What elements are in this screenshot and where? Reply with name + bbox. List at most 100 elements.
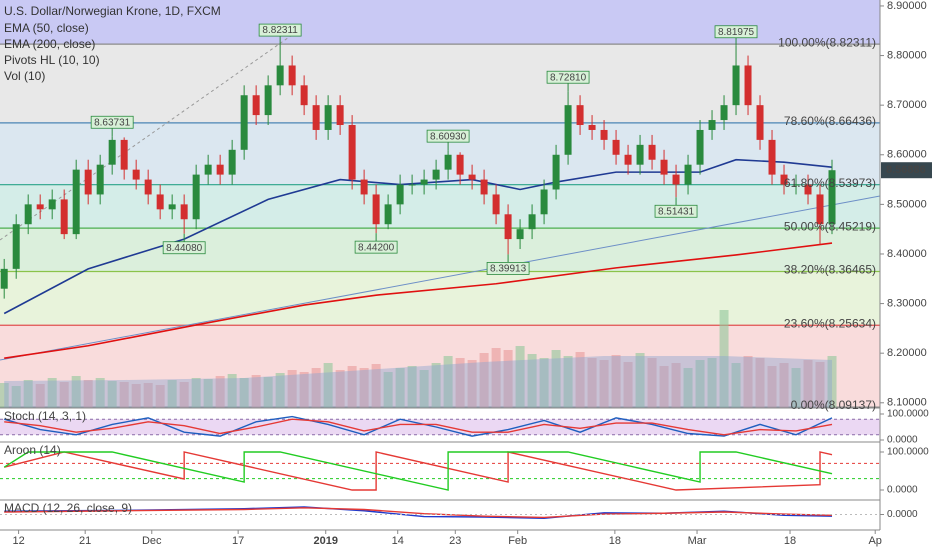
pane-title: MACD (12, 26, close, 9) bbox=[4, 501, 132, 515]
volume-bar bbox=[707, 358, 717, 408]
candle-body bbox=[804, 184, 812, 195]
volume-bar bbox=[83, 380, 93, 408]
pivot-box bbox=[258, 23, 302, 37]
candle-body bbox=[672, 174, 680, 185]
level-band bbox=[0, 419, 880, 435]
candle-body bbox=[396, 184, 404, 205]
y-tick-label: 8.20000 bbox=[887, 347, 927, 359]
volume-bar bbox=[539, 358, 549, 408]
volume-bar bbox=[191, 378, 201, 408]
x-tick-label: 21 bbox=[79, 535, 91, 547]
volume-bar bbox=[23, 380, 33, 408]
study-label: Pivots HL (10, 10) bbox=[4, 53, 100, 67]
candle-body bbox=[372, 194, 380, 225]
candle-body bbox=[12, 224, 20, 269]
study-label: EMA (200, close) bbox=[4, 37, 95, 51]
pivot-box bbox=[426, 129, 470, 143]
last-price-box bbox=[881, 162, 932, 179]
volume-bar bbox=[299, 372, 309, 408]
volume-bar bbox=[11, 386, 21, 408]
fib-label: 50.00%(8.45219) bbox=[784, 219, 876, 233]
volume-bar bbox=[347, 366, 357, 408]
x-tick-label: 12 bbox=[12, 535, 24, 547]
y-tick-label: 0.0000 bbox=[887, 485, 918, 496]
volume-bar bbox=[443, 356, 453, 408]
indicator-line bbox=[3, 451, 833, 491]
candle-body bbox=[828, 170, 836, 225]
volume-bar bbox=[791, 368, 801, 408]
y-tick-label: 8.90000 bbox=[887, 0, 927, 12]
candle-body bbox=[540, 189, 548, 215]
fib-label: 78.60%(8.66436) bbox=[784, 114, 876, 128]
indicator-line bbox=[4, 451, 833, 491]
candle-body bbox=[588, 125, 596, 130]
candle-body bbox=[144, 179, 152, 195]
candle-body bbox=[480, 179, 488, 195]
candle-body bbox=[816, 194, 824, 225]
candle-body bbox=[792, 184, 800, 186]
volume-bar bbox=[359, 368, 369, 408]
candle-body bbox=[360, 179, 368, 195]
candle-body bbox=[432, 169, 440, 180]
volume-bar bbox=[131, 384, 141, 408]
volume-bar bbox=[815, 362, 825, 408]
candle-body bbox=[528, 214, 536, 230]
y-tick-label: 0.0000 bbox=[887, 435, 918, 446]
volume-bar bbox=[227, 374, 237, 408]
volume-bar bbox=[167, 380, 177, 408]
candle-body bbox=[48, 199, 56, 210]
last-price-label: 8.56886 bbox=[886, 164, 926, 176]
x-tick-label: Mar bbox=[688, 535, 707, 547]
candle-body bbox=[516, 229, 524, 240]
candle-body bbox=[156, 194, 164, 210]
volume-bar bbox=[323, 363, 333, 408]
volume-bar bbox=[239, 378, 249, 408]
pivot-label: 8.44080 bbox=[166, 243, 203, 254]
volume-bar bbox=[47, 378, 57, 408]
candle-body bbox=[768, 139, 776, 175]
pane-bg bbox=[0, 442, 880, 500]
candle-body bbox=[120, 139, 128, 170]
candle-body bbox=[228, 149, 236, 175]
pivot-box bbox=[354, 240, 398, 254]
candle-body bbox=[204, 164, 212, 175]
candle-body bbox=[168, 204, 176, 210]
candle-body bbox=[468, 174, 476, 180]
candle-body bbox=[192, 174, 200, 220]
candle-body bbox=[384, 204, 392, 225]
candle-body bbox=[636, 144, 644, 165]
volume-bar bbox=[563, 356, 573, 408]
volume-bar bbox=[155, 385, 165, 408]
y-tick-label: 8.40000 bbox=[887, 248, 927, 260]
x-tick-label: Feb bbox=[508, 535, 527, 547]
candle-body bbox=[780, 174, 788, 185]
volume-bar bbox=[515, 346, 525, 408]
x-tick-label: 18 bbox=[784, 535, 796, 547]
trend-line bbox=[0, 195, 881, 361]
volume-bar bbox=[251, 375, 261, 408]
pivot-box bbox=[162, 241, 206, 255]
volume-bar bbox=[779, 363, 789, 408]
indicator-line bbox=[4, 507, 833, 519]
volume-bar bbox=[95, 378, 105, 408]
candle-body bbox=[288, 65, 296, 86]
indicator-line bbox=[4, 418, 833, 436]
volume-bar bbox=[611, 355, 621, 408]
x-tick-label: 18 bbox=[609, 535, 621, 547]
volume-bar bbox=[419, 370, 429, 408]
candle-body bbox=[240, 95, 248, 150]
volume-bar bbox=[395, 368, 405, 408]
candle-body bbox=[336, 105, 344, 126]
volume-bar bbox=[731, 363, 741, 408]
y-tick-label: 100.0000 bbox=[887, 409, 929, 420]
volume-bar bbox=[755, 358, 765, 408]
volume-bar bbox=[551, 350, 561, 408]
fib-label: 38.20%(8.36465) bbox=[784, 263, 876, 277]
volume-bar bbox=[479, 353, 489, 408]
volume-bar bbox=[311, 368, 321, 408]
y-tick-label: 8.50000 bbox=[887, 198, 927, 210]
candle-body bbox=[324, 105, 332, 130]
candle-body bbox=[492, 194, 500, 215]
volume-bar bbox=[35, 384, 45, 408]
candle-body bbox=[0, 268, 8, 289]
